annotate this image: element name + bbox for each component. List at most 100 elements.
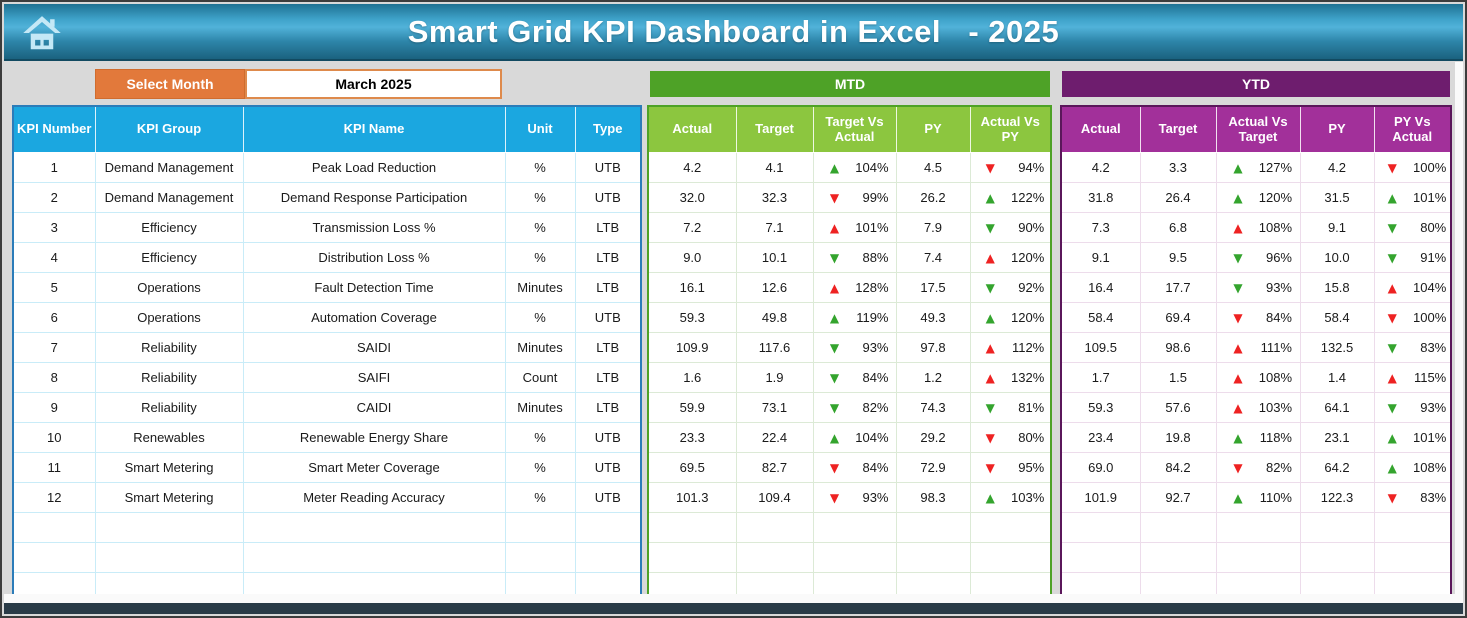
kpi-number-cell: 3 [12, 211, 96, 243]
title-bar: Smart Grid KPI Dashboard in Excel - 2025 [4, 4, 1463, 61]
ytd-target-cell: 6.8 [1139, 211, 1217, 243]
mtd-target-vs-actual-cell: ▼ 88% [812, 241, 897, 273]
empty-cell [1060, 541, 1141, 573]
kpi-row: 10 Renewables Renewable Energy Share% UTB [12, 421, 642, 453]
mtd-actual-cell: 23.3 [647, 421, 737, 453]
empty-cell [1139, 511, 1217, 543]
percent-value: 128% [855, 279, 889, 295]
mtd-row: 109.9 117.6 ▼ 93% 97.8 ▲ 112% [647, 331, 1052, 363]
kpi-name-cell: Transmission Loss % [242, 211, 506, 243]
kpi-name-cell: Automation Coverage [242, 301, 506, 333]
empty-cell [1215, 511, 1301, 543]
ytd-target-cell: 19.8 [1139, 421, 1217, 453]
down-arrow-icon: ▼ [1387, 400, 1397, 415]
mtd-section-banner: MTD [650, 71, 1050, 97]
down-arrow-icon: ▼ [829, 250, 840, 265]
ytd-actual-cell: 59.3 [1060, 391, 1141, 423]
ytd-actual-vs-target-cell: ▲ 108% [1215, 211, 1301, 243]
ytd-target-cell: 17.7 [1139, 271, 1217, 303]
empty-cell [1060, 511, 1141, 543]
kpi-row: 8 Reliability SAIFI Count LTB [12, 361, 642, 393]
up-arrow-icon: ▲ [1387, 460, 1397, 475]
ytd-py-cell: 58.4 [1299, 301, 1375, 333]
mtd-py-cell: 72.9 [895, 451, 971, 483]
empty-cell [94, 541, 244, 573]
down-arrow-icon: ▼ [985, 280, 995, 295]
percent-value: 103% [1011, 489, 1045, 505]
mtd-target-vs-actual-cell: ▼ 84% [812, 451, 897, 483]
percent-value: 93% [1420, 399, 1447, 415]
percent-value: 80% [1018, 429, 1045, 445]
down-arrow-icon: ▼ [985, 400, 995, 415]
type-cell: UTB [574, 301, 642, 333]
home-button[interactable] [20, 12, 64, 54]
up-arrow-icon: ▲ [985, 310, 995, 325]
percent-value: 93% [862, 489, 889, 505]
type-cell: UTB [574, 451, 642, 483]
col-header-ytd-py-vs-actual: PY Vs Actual [1373, 105, 1452, 153]
mtd-actual-vs-py-cell: ▼ 92% [969, 271, 1052, 303]
up-arrow-icon: ▲ [829, 160, 840, 175]
empty-cell [242, 511, 506, 543]
col-header-kpi-name: KPI Name [242, 105, 506, 153]
ytd-row: 58.4 69.4 ▼ 84% 58.4 ▼ 100% [1060, 301, 1452, 333]
col-header-ytd-actual: Actual [1060, 105, 1141, 153]
unit-cell: Count [504, 361, 576, 393]
empty-row [1060, 541, 1452, 573]
empty-cell [647, 541, 737, 573]
empty-row [12, 541, 642, 573]
mtd-actual-vs-py-cell: ▼ 95% [969, 451, 1052, 483]
mtd-actual-cell: 4.2 [647, 151, 737, 183]
down-arrow-icon: ▼ [985, 430, 995, 445]
home-icon [23, 16, 61, 50]
kpi-row: 7 Reliability SAIDI Minutes LTB [12, 331, 642, 363]
mtd-py-cell: 97.8 [895, 331, 971, 363]
select-month-label: Select Month [95, 69, 245, 99]
type-cell: LTB [574, 391, 642, 423]
percent-value: 101% [855, 219, 889, 235]
mtd-py-cell: 7.4 [895, 241, 971, 273]
down-arrow-icon: ▼ [829, 490, 840, 505]
type-cell: UTB [574, 151, 642, 183]
down-arrow-icon: ▼ [829, 460, 840, 475]
down-arrow-icon: ▼ [1387, 340, 1397, 355]
up-arrow-icon: ▲ [1233, 400, 1243, 415]
down-arrow-icon: ▼ [1387, 160, 1397, 175]
kpi-row: 5 Operations Fault Detection Time Minutes LT… [12, 271, 642, 303]
mtd-actual-cell: 59.9 [647, 391, 737, 423]
down-arrow-icon: ▼ [1387, 490, 1397, 505]
up-arrow-icon: ▲ [1233, 340, 1243, 355]
kpi-number-cell: 9 [12, 391, 96, 423]
col-header-mtd-py: PY [895, 105, 971, 153]
mtd-actual-vs-py-cell: ▼ 80% [969, 421, 1052, 453]
ytd-py-vs-actual-cell: ▲ 101% [1373, 421, 1452, 453]
kpi-name-cell: CAIDI [242, 391, 506, 423]
footer-white-strip [4, 594, 1463, 603]
col-header-mtd-target-vs-actual: Target Vs Actual [812, 105, 897, 153]
kpi-group-cell: Renewables [94, 421, 244, 453]
ytd-row: 16.4 17.7 ▼ 93% 15.8 ▲ 104% [1060, 271, 1452, 303]
kpi-row: 12 Smart Metering Meter Reading Accuracy% U… [12, 481, 642, 513]
empty-cell [12, 541, 96, 573]
percent-value: 110% [1259, 489, 1292, 505]
mtd-target-cell: 7.1 [735, 211, 814, 243]
month-dropdown[interactable]: March 2025 [245, 69, 502, 99]
col-header-ytd-py: PY [1299, 105, 1375, 153]
kpi-name-cell: Demand Response Participation [242, 181, 506, 213]
percent-value: 120% [1011, 309, 1045, 325]
kpi-number-cell: 8 [12, 361, 96, 393]
mtd-py-cell: 4.5 [895, 151, 971, 183]
empty-cell [12, 511, 96, 543]
ytd-actual-vs-target-cell: ▲ 120% [1215, 181, 1301, 213]
down-arrow-icon: ▼ [1387, 250, 1397, 265]
unit-cell: Minutes [504, 331, 576, 363]
kpi-header-row: KPI Number KPI Group KPI Name Unit Type [12, 105, 642, 153]
empty-cell [574, 541, 642, 573]
up-arrow-icon: ▲ [829, 310, 840, 325]
unit-cell: % [504, 481, 576, 513]
percent-value: 120% [1258, 189, 1292, 205]
empty-cell [1299, 511, 1375, 543]
down-arrow-icon: ▼ [985, 160, 995, 175]
mtd-actual-cell: 1.6 [647, 361, 737, 393]
percent-value: 82% [1265, 459, 1292, 475]
